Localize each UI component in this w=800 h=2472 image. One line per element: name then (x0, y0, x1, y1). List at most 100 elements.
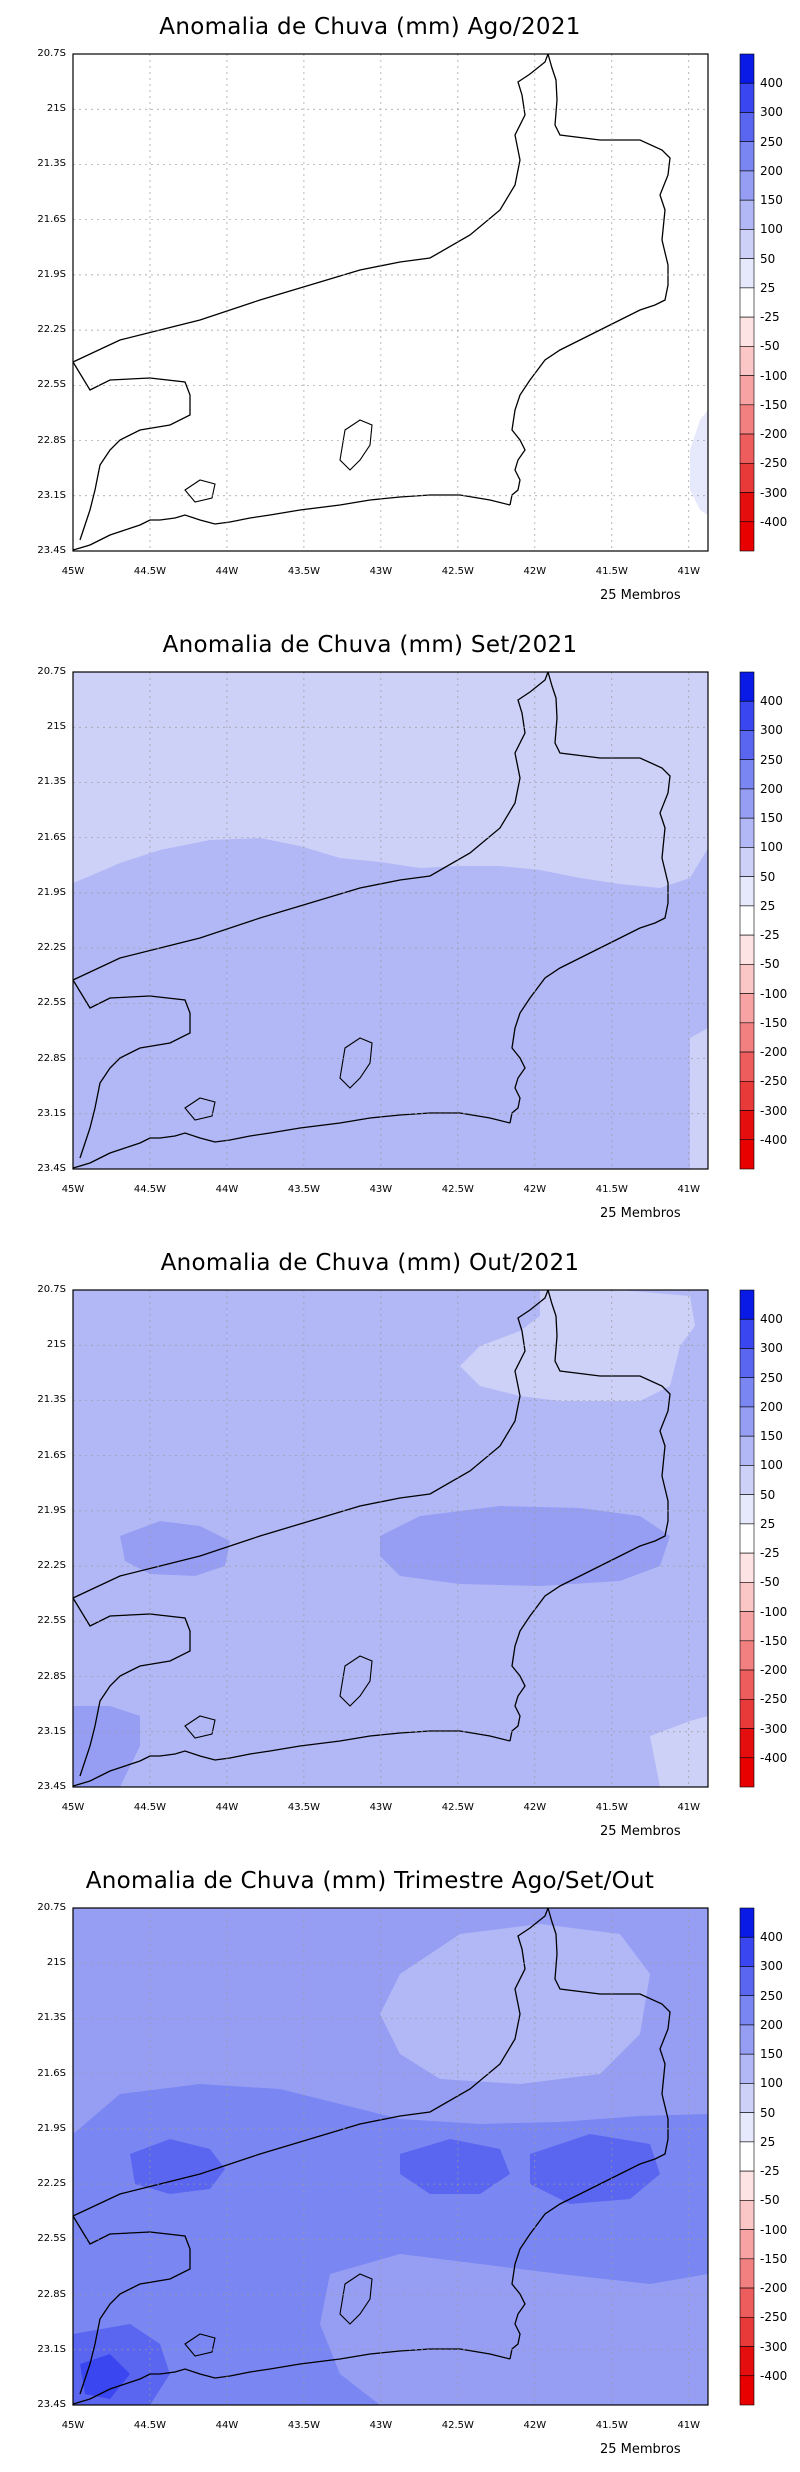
colorbar-label: 50 (760, 869, 776, 884)
longitude-tick-label: 42W (523, 566, 547, 577)
longitude-tick-label: 43.5W (287, 566, 320, 577)
ensemble-members-note: 25 Membros (600, 1206, 681, 1221)
state-border (73, 1908, 671, 2360)
anomaly-contour (73, 672, 708, 888)
colorbar-label: -400 (760, 514, 788, 529)
longitude-tick-label: 41.5W (595, 566, 628, 577)
colorbar-segment (739, 53, 755, 84)
colorbar-label: 400 (760, 694, 783, 709)
colorbar-segment (739, 404, 755, 435)
longitude-tick-label: 44W (215, 566, 239, 577)
coastline (73, 2215, 191, 2395)
longitude-tick-label: 43W (369, 1184, 393, 1195)
coastline (73, 361, 191, 541)
colorbar-segment (739, 2170, 755, 2201)
colorbar-segment (739, 2316, 755, 2347)
anomaly-contour (380, 1506, 670, 1586)
colorbar-label: -25 (760, 928, 780, 943)
anomaly-contour (530, 2134, 660, 2204)
longitude-tick-label: 42.5W (441, 566, 474, 577)
bay-outline (339, 419, 373, 471)
colorbar-label: 300 (760, 1341, 783, 1356)
anomaly-contour (690, 1028, 708, 1169)
longitude-tick-label: 45W (61, 1802, 85, 1813)
colorbar-segment (739, 462, 755, 493)
colorbar-segment (739, 2287, 755, 2318)
colorbar-label: 25 (760, 898, 776, 913)
longitude-tick-label: 44.5W (133, 566, 167, 577)
latitude-tick-label: 23.4S (37, 2399, 66, 2410)
latitude-tick-label: 21S (46, 1339, 66, 1351)
colorbar-label: 150 (760, 811, 783, 826)
colorbar-segment (739, 170, 755, 201)
colorbar-label: 200 (760, 781, 783, 796)
colorbar-segment (739, 847, 755, 877)
colorbar-segment (739, 1966, 755, 1997)
longitude-tick-label: 42W (523, 1184, 547, 1195)
longitude-tick-label: 44W (215, 2420, 239, 2431)
colorbar-label: -25 (760, 310, 780, 325)
colorbar-segment (739, 1611, 755, 1642)
colorbar-label: -200 (760, 2281, 788, 2296)
colorbar-label: -150 (760, 1015, 788, 1030)
colorbar-label: 300 (760, 723, 783, 738)
colorbar-label: -250 (760, 2310, 788, 2325)
longitude-tick-label: 44.5W (133, 1184, 167, 1195)
coastline (73, 1597, 191, 1777)
colorbar-label: 200 (760, 2017, 783, 2032)
panel-title: Anomalia de Chuva (mm) Set/2021 (162, 632, 578, 658)
colorbar-segment (739, 375, 755, 406)
island-outline (184, 2333, 216, 2357)
colorbar-segment (739, 1936, 755, 1967)
colorbar-segment (739, 2200, 755, 2230)
colorbar-segment (739, 1494, 755, 1525)
colorbar-label: 25 (760, 280, 776, 295)
longitude-tick-label: 42W (523, 2420, 547, 2431)
colorbar-label: 200 (760, 163, 783, 178)
bay-outline (339, 1037, 373, 1089)
colorbar-label: 300 (760, 105, 783, 120)
anomaly-contour (80, 2354, 130, 2399)
colorbar-segment (739, 1907, 755, 1938)
latitude-tick-label: 21.9S (37, 2122, 66, 2134)
colorbar-label: 300 (760, 1959, 783, 1974)
ensemble-members-note: 25 Membros (600, 1824, 681, 1839)
colorbar-segment (739, 492, 755, 523)
colorbar-segment (739, 1318, 755, 1349)
longitude-tick-label: 41W (677, 1184, 701, 1195)
colorbar-label: -100 (760, 986, 788, 1001)
map-frame (72, 53, 709, 552)
colorbar-segment (739, 2112, 755, 2143)
latitude-tick-label: 22.5S (37, 1615, 66, 1627)
colorbar-segment (739, 1377, 755, 1408)
colorbar-segment (739, 1728, 755, 1759)
longitude-tick-label: 43.5W (287, 2420, 320, 2431)
colorbar-segment (739, 112, 755, 143)
colorbar-segment (739, 1669, 755, 1700)
colorbar-segment (739, 2258, 755, 2289)
anomaly-contour (690, 410, 708, 515)
colorbar-label: -250 (760, 1074, 788, 1089)
colorbar-segment (739, 671, 755, 702)
bay-outline (339, 1655, 373, 1707)
colorbar-label: -200 (760, 1663, 788, 1678)
ensemble-members-note: 25 Membros (600, 2442, 681, 2457)
colorbar-label: 50 (760, 251, 776, 266)
latitude-tick-label: 21.6S (37, 831, 66, 843)
colorbar-segment (739, 934, 755, 965)
longitude-tick-label: 44.5W (133, 2420, 167, 2431)
latitude-tick-label: 20.7S (37, 1284, 66, 1295)
longitude-tick-label: 41.5W (595, 2420, 628, 2431)
map-panel: Anomalia de Chuva (mm) Set/2021 20.7S 21S 2… (0, 618, 800, 1236)
colorbar-label: 100 (760, 840, 783, 855)
latitude-tick-label: 23.4S (37, 545, 66, 556)
colorbar-segment (739, 788, 755, 819)
latitude-tick-label: 21.6S (37, 213, 66, 225)
anomaly-contour (120, 1521, 230, 1576)
colorbar-label: 400 (760, 76, 783, 91)
colorbar-label: 150 (760, 193, 783, 208)
coastline (73, 1112, 511, 1169)
colorbar-label: 200 (760, 1399, 783, 1414)
colorbar-segment (739, 346, 755, 376)
longitude-tick-label: 41W (677, 1802, 701, 1813)
